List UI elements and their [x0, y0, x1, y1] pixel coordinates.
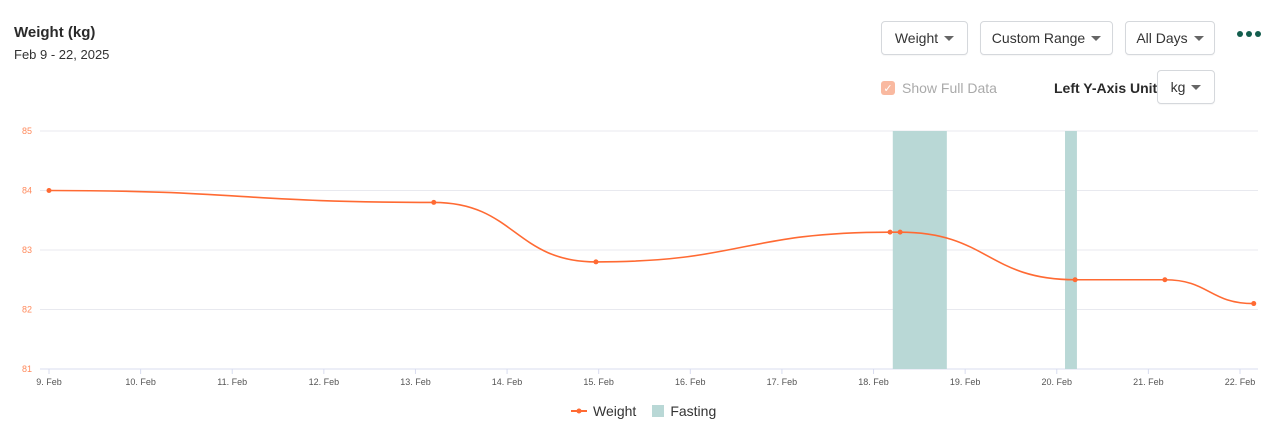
x-tick-label: 12. Feb [309, 377, 340, 387]
legend: Weight Fasting [571, 403, 732, 419]
y-tick-label: 82 [22, 305, 32, 315]
chevron-down-icon [1193, 35, 1204, 41]
date-range-label: Feb 9 - 22, 2025 [14, 47, 110, 62]
chevron-down-icon [944, 35, 955, 41]
legend-item-weight[interactable]: Weight [571, 403, 636, 419]
legend-label: Fasting [670, 403, 717, 419]
range-label: Custom Range [991, 30, 1086, 46]
x-tick-label: 22. Feb [1225, 377, 1256, 387]
unit-value: kg [1170, 79, 1186, 95]
x-tick-label: 11. Feb [217, 377, 247, 387]
show-full-data-label: Show Full Data [902, 80, 997, 96]
weight-point [1072, 277, 1078, 283]
x-tick-label: 13. Feb [400, 377, 431, 387]
x-tick-label: 14. Feb [492, 377, 523, 387]
chevron-down-icon [1091, 35, 1102, 41]
checkmark-icon: ✓ [881, 81, 895, 95]
fasting-band [892, 131, 947, 369]
chevron-down-icon [1191, 84, 1202, 90]
days-dropdown[interactable]: All Days [1125, 21, 1215, 55]
legend-label: Weight [593, 403, 637, 419]
weight-point [593, 259, 599, 265]
weight-line [48, 189, 1254, 305]
x-tick-label: 16. Feb [675, 377, 706, 387]
y-tick-label: 85 [22, 126, 32, 136]
x-tick-label: 10. Feb [125, 377, 156, 387]
range-dropdown[interactable]: Custom Range [980, 21, 1113, 55]
weight-point [1251, 301, 1257, 307]
days-label: All Days [1136, 30, 1188, 46]
show-full-data-checkbox[interactable]: ✓ Show Full Data [881, 80, 997, 96]
square-swatch-icon [652, 405, 665, 417]
x-tick-label: 15. Feb [583, 377, 614, 387]
weight-point [897, 229, 903, 235]
legend-item-fasting[interactable]: Fasting [652, 403, 716, 419]
weight-point [887, 229, 893, 235]
weight-point [46, 188, 52, 193]
x-tick-label: 21. Feb [1133, 377, 1164, 387]
weight-point [431, 199, 437, 205]
metric-dropdown[interactable]: Weight [881, 21, 968, 55]
fasting-band [1065, 131, 1077, 369]
weight-point [1162, 277, 1168, 283]
unit-dropdown[interactable]: kg [1157, 70, 1215, 104]
x-tick-label: 9. Feb [36, 377, 62, 387]
chart-title: Weight (kg) [14, 24, 96, 41]
x-tick-label: 18. Feb [858, 377, 889, 387]
y-tick-label: 81 [22, 364, 32, 374]
x-tick-label: 19. Feb [950, 377, 981, 387]
line-marker-icon [571, 408, 587, 414]
x-tick-label: 20. Feb [1042, 377, 1073, 387]
unit-label: Left Y-Axis Unit [1054, 80, 1158, 96]
y-tick-label: 83 [22, 245, 32, 255]
y-tick-label: 84 [22, 186, 32, 196]
x-tick-label: 17. Feb [767, 377, 798, 387]
more-dots-icon[interactable] [1237, 31, 1261, 37]
metric-label: Weight [894, 30, 939, 46]
